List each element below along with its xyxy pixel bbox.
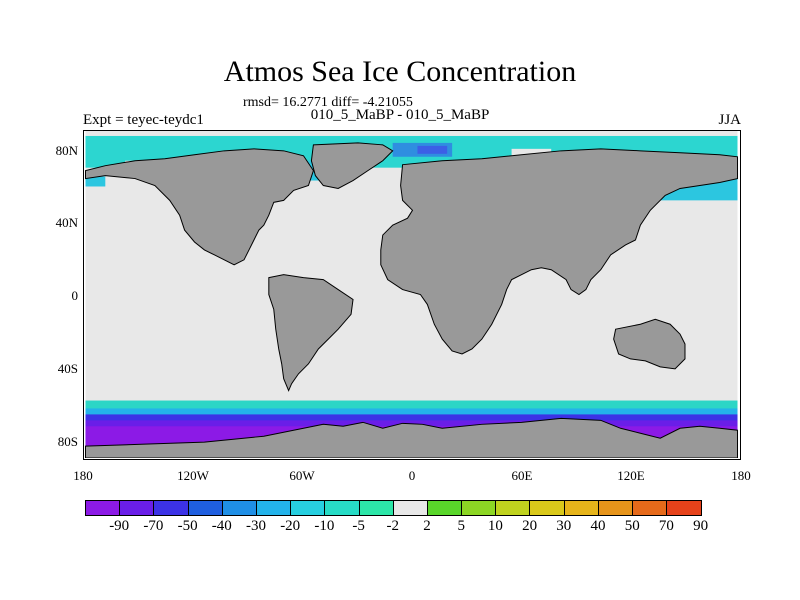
lat-label: 40N bbox=[55, 215, 78, 230]
colorbar-label: -2 bbox=[386, 518, 400, 534]
colorbar-swatch bbox=[393, 501, 428, 515]
lon-label: 180 bbox=[731, 468, 751, 483]
colorbar-swatch bbox=[633, 501, 668, 515]
colorbar-swatch bbox=[120, 501, 155, 515]
greenland bbox=[310, 142, 394, 189]
colorbar-swatch bbox=[222, 501, 257, 515]
map-panel bbox=[83, 130, 741, 460]
colorbar-swatch bbox=[462, 501, 497, 515]
colorbar-label: 5 bbox=[457, 518, 465, 534]
colorbar-label: -30 bbox=[246, 518, 266, 534]
lat-label: 80S bbox=[57, 434, 78, 449]
stats-text: rmsd= 16.2771 diff= -4.21055 bbox=[243, 95, 413, 110]
south-america bbox=[268, 274, 354, 392]
colorbar-swatch bbox=[325, 501, 360, 515]
antarctica bbox=[84, 417, 739, 458]
colorbar-swatch bbox=[427, 501, 463, 515]
colorbar-swatch bbox=[256, 501, 292, 515]
colorbar-swatch bbox=[154, 501, 189, 515]
colorbar-label: 90 bbox=[693, 518, 709, 534]
colorbar bbox=[85, 500, 703, 516]
eurasia-africa bbox=[380, 148, 739, 355]
colorbar-label: 50 bbox=[624, 518, 640, 534]
lat-label: 0 bbox=[71, 288, 79, 303]
map-title: Atmos Sea Ice Concentration bbox=[223, 55, 577, 88]
season-label: JJA bbox=[718, 112, 741, 128]
lon-label: 180 bbox=[73, 468, 93, 483]
colorbar-label: -70 bbox=[143, 518, 164, 534]
experiment-label: Expt = teyec-teydc1 bbox=[83, 112, 204, 128]
colorbar-label: 40 bbox=[590, 518, 606, 534]
lon-label: 120W bbox=[177, 468, 209, 483]
colorbar-swatch bbox=[530, 501, 565, 515]
colorbar-label: 10 bbox=[487, 518, 503, 534]
map-svg bbox=[84, 131, 739, 458]
colorbar-swatch bbox=[496, 501, 531, 515]
colorbar-label: 20 bbox=[522, 518, 538, 534]
colorbar-label: 2 bbox=[423, 518, 431, 534]
lon-label: 60W bbox=[289, 468, 315, 483]
colorbar-label: -20 bbox=[280, 518, 301, 534]
colorbar-label: 70 bbox=[658, 518, 674, 534]
colorbar-swatch bbox=[667, 501, 702, 515]
lat-label: 40S bbox=[57, 361, 78, 376]
colorbar-swatch bbox=[359, 501, 394, 515]
lon-label: 120E bbox=[617, 468, 645, 483]
colorbar-swatch bbox=[188, 501, 223, 515]
lon-label: 0 bbox=[408, 468, 416, 483]
colorbar-swatch bbox=[291, 501, 326, 515]
land-masses bbox=[84, 142, 739, 458]
colorbar-label: -40 bbox=[211, 518, 232, 534]
colorbar-label: -50 bbox=[177, 518, 198, 534]
north-america bbox=[84, 148, 314, 266]
colorbar-label: 30 bbox=[556, 518, 572, 534]
map-subtitle: 010_5_MaBP - 010_5_MaBP bbox=[310, 107, 490, 123]
colorbar-label: -10 bbox=[314, 518, 335, 534]
colorbar-label: -5 bbox=[352, 518, 365, 534]
lon-label: 60E bbox=[511, 468, 533, 483]
colorbar-swatch bbox=[86, 501, 121, 515]
lat-label: 80N bbox=[55, 143, 78, 158]
australia bbox=[613, 318, 686, 370]
colorbar-swatch bbox=[564, 501, 599, 515]
colorbar-swatch bbox=[598, 501, 633, 515]
colorbar-label: -90 bbox=[109, 518, 130, 534]
